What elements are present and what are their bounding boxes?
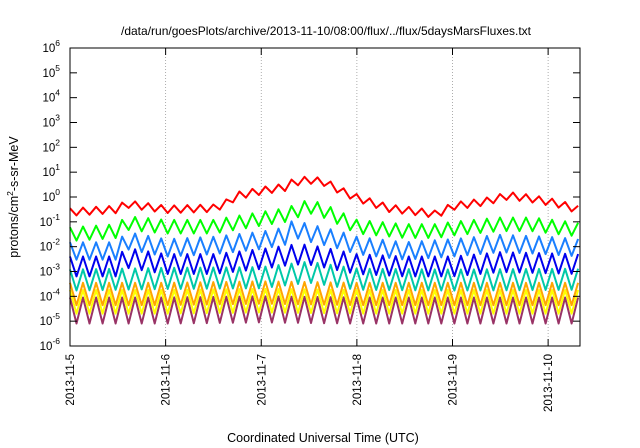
x-tick-label: 2013-11-10 <box>543 354 555 412</box>
y-tick-label: 101 <box>42 162 60 179</box>
series-line <box>69 175 579 218</box>
series-line <box>69 243 580 278</box>
y-tick-label: 103 <box>42 113 60 130</box>
x-tick-label: 2013-11-6 <box>161 354 173 406</box>
series-line <box>69 261 580 292</box>
y-axis-label-sup: 2 <box>5 191 15 196</box>
y-tick-label: 10-4 <box>40 286 61 303</box>
series-line <box>69 280 580 307</box>
series-line <box>69 287 580 315</box>
series-line <box>69 200 579 242</box>
x-tick-label: 2013-11-7 <box>256 354 268 406</box>
y-tick-label: 104 <box>42 88 60 105</box>
y-axis-label-rest: -s-sr-MeV <box>7 136 21 192</box>
y-tick-label: 106 <box>42 38 60 55</box>
x-tick-label: 2013-11-8 <box>352 354 364 406</box>
series-group <box>69 175 580 325</box>
y-tick-label: 105 <box>42 63 60 80</box>
chart-title: /data/run/goesPlots/archive/2013-11-10/0… <box>121 24 532 38</box>
x-tick-label: 2013-11-9 <box>448 354 460 406</box>
series-line <box>69 220 580 261</box>
y-tick-label: 10-2 <box>40 237 61 254</box>
y-tick-label: 102 <box>42 137 60 154</box>
x-axis: 2013-11-5 2013-11-6 2013-11-7 2013-11-8 2013… <box>65 48 555 412</box>
y-tick-label: 10-3 <box>40 262 61 279</box>
y-axis: 106 105 104 103 102 101 100 10-1 10-2 10-3 10-4 10-… <box>40 38 580 353</box>
y-tick-label: 10-6 <box>40 336 61 353</box>
y-axis-label-base: protons/cm <box>7 196 21 258</box>
y-tick-label: 10-5 <box>40 311 61 328</box>
y-tick-label: 10-1 <box>40 212 61 229</box>
y-tick-label: 100 <box>42 187 60 204</box>
series-line <box>69 295 580 325</box>
x-tick-label: 2013-11-5 <box>65 354 77 406</box>
y-axis-label: protons/cm2-s-sr-MeV <box>5 136 21 258</box>
x-axis-label: Coordinated Universal Time (UTC) <box>227 431 419 445</box>
